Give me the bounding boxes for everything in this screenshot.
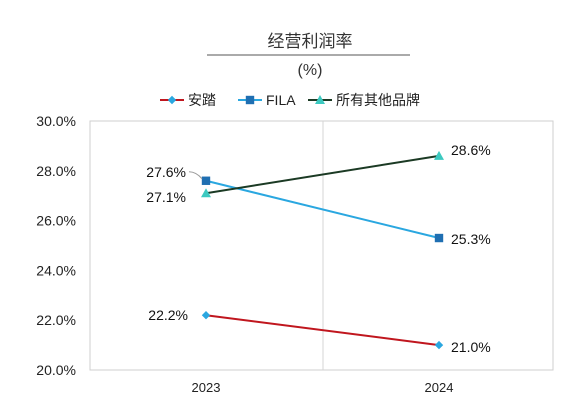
data-label: 28.6% [451, 142, 491, 158]
data-point [434, 233, 444, 243]
legend-marker [245, 95, 255, 105]
legend-marker [167, 95, 177, 105]
legend-label: FILA [266, 92, 296, 108]
y-tick-label: 24.0% [36, 262, 76, 278]
data-point [201, 311, 211, 320]
data-label: 21.0% [451, 339, 491, 355]
legend: 安踏 FILA 所有其他品牌 [160, 92, 420, 108]
chart-subtitle: (%) [298, 62, 323, 79]
legend-label: 所有其他品牌 [336, 92, 420, 108]
series-line [205, 154, 440, 195]
data-point [201, 176, 211, 185]
y-tick-label: 30.0% [36, 113, 76, 129]
x-tick-label: 2023 [192, 380, 221, 395]
y-tick-label: 20.0% [36, 362, 76, 378]
plot-frame [89, 120, 554, 371]
legend-label: 安踏 [188, 92, 216, 108]
data-point [434, 150, 444, 160]
data-label: 27.1% [146, 189, 186, 205]
y-tick-label: 22.0% [36, 312, 76, 328]
data-label: 22.2% [148, 307, 188, 323]
series-line [205, 179, 440, 240]
chart-title: 经营利润率 [268, 32, 353, 51]
data-point [434, 340, 444, 350]
legend-marker [315, 95, 325, 104]
label-leader [188, 171, 203, 180]
data-point [201, 188, 211, 198]
data-label: 25.3% [451, 231, 491, 247]
series-line [205, 314, 440, 347]
data-label: 27.6% [146, 164, 186, 180]
y-tick-label: 26.0% [36, 213, 76, 229]
x-tick-label: 2024 [425, 380, 454, 395]
y-tick-label: 28.0% [36, 163, 76, 179]
plot-area: 20.0% 22.0% 24.0% 26.0% 28.0% 30.0% 2023 2024 22… [36, 95, 554, 395]
